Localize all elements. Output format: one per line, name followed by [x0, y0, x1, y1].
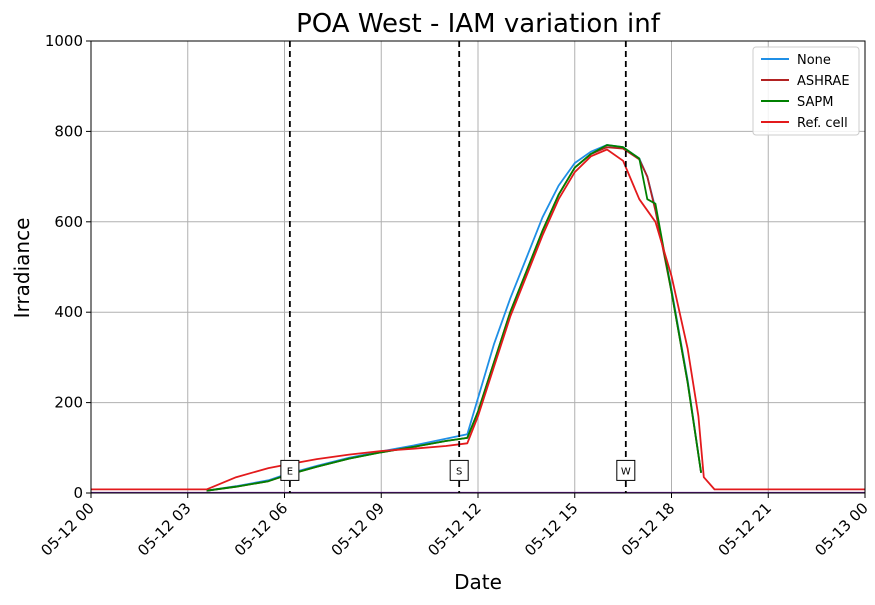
- x-tick-label: 05-12 18: [618, 499, 678, 559]
- y-axis: 0 200 400 600 800 1000: [45, 32, 91, 502]
- legend-label: Ref. cell: [797, 116, 848, 131]
- y-tick-label: 600: [54, 213, 83, 231]
- x-tick-label: 05-12 15: [521, 499, 581, 559]
- y-tick-label: 400: [54, 303, 83, 321]
- series-line-none: [206, 144, 702, 492]
- y-tick-label: 200: [54, 394, 83, 412]
- marker-label-w: W: [621, 466, 631, 477]
- marker-label-s: S: [456, 466, 462, 477]
- marker-box-w: [616, 459, 636, 481]
- x-tick-label: 05-12 06: [231, 499, 291, 559]
- marker-box-s: [449, 459, 469, 481]
- x-axis-label: Date: [454, 570, 502, 594]
- legend-label: ASHRAE: [797, 74, 850, 89]
- y-tick-label: 0: [73, 484, 83, 502]
- marker-box-e: [280, 459, 300, 481]
- marker-label-e: E: [287, 466, 293, 477]
- plot-frame: [90, 40, 866, 494]
- x-axis: 05-12 00 05-12 03 05-12 06 05-12 09 05-12 12…: [37, 493, 872, 560]
- y-tick-label: 800: [54, 122, 83, 140]
- grid: [90, 40, 866, 494]
- legend-label: None: [797, 53, 831, 68]
- x-tick-label: 05-12 03: [134, 499, 194, 559]
- legend-label: SAPM: [797, 95, 833, 110]
- x-tick-label: 05-13 00: [811, 499, 871, 559]
- x-tick-label: 05-12 12: [424, 499, 484, 559]
- x-tick-label: 05-12 09: [328, 499, 388, 559]
- chart-title: POA West - IAM variation inf: [296, 9, 661, 39]
- y-tick-label: 1000: [45, 32, 83, 50]
- y-axis-label: Irradiance: [10, 218, 34, 319]
- legend: None ASHRAE SAPM Ref. cell: [752, 46, 860, 136]
- x-tick-label: 05-12 21: [715, 499, 775, 559]
- x-tick-label: 05-12 00: [37, 499, 97, 559]
- series-line-sapm: [206, 144, 702, 492]
- series-line-ref-cell: [91, 148, 865, 491]
- legend-box: [752, 46, 860, 136]
